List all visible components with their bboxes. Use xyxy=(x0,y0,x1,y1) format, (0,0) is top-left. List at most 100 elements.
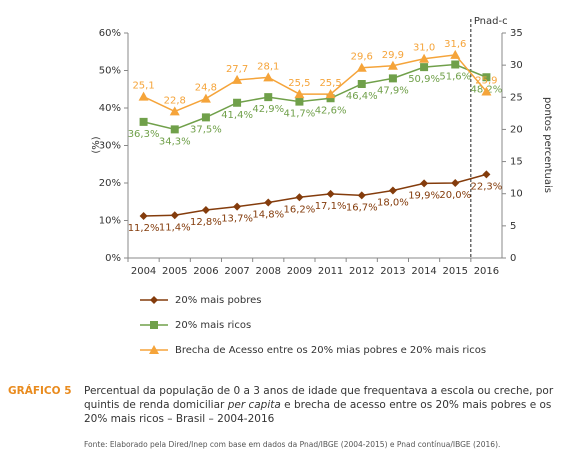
value-label: 25,5 xyxy=(288,78,310,89)
series-line xyxy=(143,54,487,113)
point xyxy=(295,97,304,106)
legend-marker xyxy=(150,296,158,304)
value-label: 16,7% xyxy=(346,202,378,213)
point xyxy=(482,73,491,82)
value-label: 41,7% xyxy=(284,109,316,120)
point xyxy=(233,202,242,211)
y2-tick-label: 20 xyxy=(510,124,523,135)
y-tick-label: 60% xyxy=(99,28,121,39)
value-label: 18,0% xyxy=(377,198,409,209)
point xyxy=(356,62,367,72)
point xyxy=(326,189,335,198)
x-tick-label: 2008 xyxy=(256,266,281,277)
value-label: 20,0% xyxy=(439,190,471,201)
value-label: 12,8% xyxy=(190,217,222,228)
y2-tick-label: 15 xyxy=(510,157,523,168)
point xyxy=(419,53,430,63)
x-tick-label: 2007 xyxy=(224,266,249,277)
series-line xyxy=(143,173,487,217)
legend-label: 20% mais ricos xyxy=(175,320,251,331)
value-label: 25,5 xyxy=(319,78,341,89)
value-label: 19,9% xyxy=(408,190,440,201)
x-tick-label: 2016 xyxy=(474,266,499,277)
value-label: 24,8 xyxy=(195,83,217,94)
value-label: 42,6% xyxy=(315,105,347,116)
point xyxy=(325,89,336,99)
value-label: 51,6% xyxy=(439,72,471,83)
point xyxy=(357,80,366,88)
point xyxy=(263,72,274,82)
y-tick-label: 10% xyxy=(99,216,121,227)
point xyxy=(451,60,460,69)
value-label: 31,0 xyxy=(413,43,435,54)
legend-label: Brecha de Acesso entre os 20% mias pobre… xyxy=(175,345,486,356)
value-label: 13,7% xyxy=(221,214,253,225)
point xyxy=(482,170,491,179)
point xyxy=(294,89,305,99)
point xyxy=(169,106,180,116)
value-label: 37,5% xyxy=(190,124,222,135)
caption-label: GRÁFICO 5 xyxy=(8,385,72,397)
value-label: 42,9% xyxy=(252,104,284,115)
x-tick-label: 2005 xyxy=(162,266,187,277)
value-label: 41,4% xyxy=(221,110,253,121)
value-label: 29,9 xyxy=(382,50,404,61)
x-tick-label: 2009 xyxy=(287,266,312,277)
x-tick-label: 2006 xyxy=(193,266,218,277)
value-label: 36,3% xyxy=(128,129,160,140)
point xyxy=(420,179,429,188)
value-label: 28,1 xyxy=(257,61,279,72)
point xyxy=(232,74,243,84)
point xyxy=(481,86,492,96)
caption-text: Percentual da população de 0 a 3 anos de… xyxy=(84,384,560,426)
caption-part: e brecha de acesso entre os 20% mais pob… xyxy=(84,399,552,425)
value-label: 14,8% xyxy=(252,210,284,221)
y-tick-label: 0% xyxy=(105,253,121,264)
value-label: 25,1 xyxy=(132,81,154,92)
legend-marker xyxy=(149,345,159,354)
annotation: Pnad-c xyxy=(474,16,508,27)
y2-tick-label: 25 xyxy=(510,92,523,103)
caption: GRÁFICO 5 Percentual da população de 0 a… xyxy=(8,384,560,426)
point xyxy=(295,193,304,202)
point xyxy=(170,125,179,134)
point xyxy=(233,98,242,107)
point xyxy=(264,198,273,207)
point xyxy=(326,94,335,103)
value-label: 25,9 xyxy=(475,76,497,87)
point xyxy=(139,212,148,220)
value-label: 22,8 xyxy=(164,95,186,106)
y2-tick-label: 5 xyxy=(510,221,516,232)
point xyxy=(139,117,148,126)
value-label: 29,6 xyxy=(351,52,373,63)
value-label: 22,3% xyxy=(471,181,503,192)
legend-marker xyxy=(150,321,158,329)
y2-tick-label: 0 xyxy=(510,253,516,264)
x-tick-label: 2011 xyxy=(318,266,343,277)
x-tick-label: 2014 xyxy=(411,266,436,277)
point xyxy=(388,186,397,195)
point xyxy=(451,179,460,187)
y-tick-label: 50% xyxy=(99,66,121,77)
x-tick-label: 2015 xyxy=(443,266,468,277)
legend-label: 20% mais pobres xyxy=(175,295,262,306)
value-label: 11,2% xyxy=(128,223,160,234)
point xyxy=(388,74,397,83)
point xyxy=(450,49,461,59)
point xyxy=(420,63,429,72)
point xyxy=(170,211,179,220)
series-line xyxy=(143,63,487,131)
y-tick-label: 20% xyxy=(99,178,121,189)
source: Fonte: Elaborado pela Dired/Inep com bas… xyxy=(84,440,501,449)
caption-part: per capita xyxy=(227,399,281,411)
point xyxy=(387,60,398,70)
value-label: 17,1% xyxy=(315,201,347,212)
value-label: 31,6 xyxy=(444,39,466,50)
value-label: 47,9% xyxy=(377,85,409,96)
y2-axis-label: pontos percentuais xyxy=(542,97,553,193)
value-label: 16,2% xyxy=(284,204,316,215)
point xyxy=(201,206,210,214)
y-tick-label: 30% xyxy=(99,141,121,152)
point xyxy=(357,191,366,200)
caption-part: Percentual da população de 0 a 3 anos de… xyxy=(84,385,554,411)
